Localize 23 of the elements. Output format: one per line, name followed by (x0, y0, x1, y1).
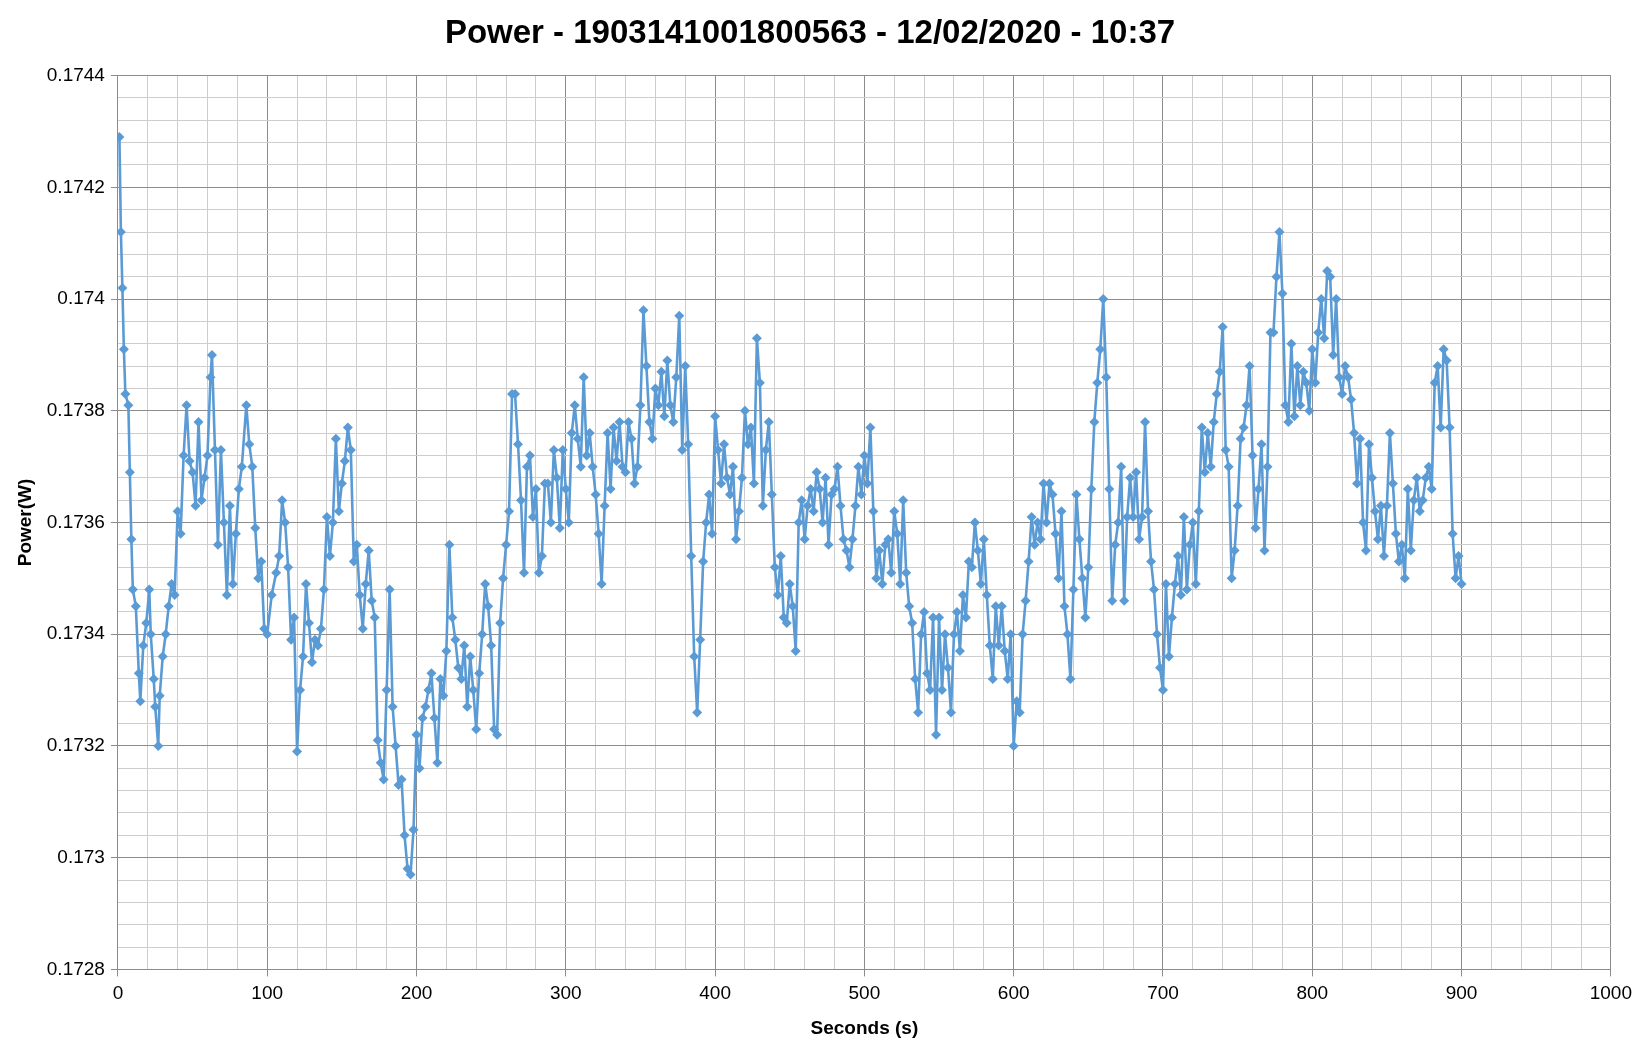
x-axis-title: Seconds (s) (810, 1016, 919, 1038)
x-tick-label: 700 (1147, 982, 1179, 1004)
y-tick-label: 0.1736 (46, 510, 105, 532)
x-tick-label: 300 (549, 982, 582, 1004)
y-tick-label: 0.1742 (46, 175, 105, 197)
x-tick-label: 500 (848, 982, 881, 1004)
x-tick-label: 900 (1445, 982, 1478, 1004)
x-tick-label: 100 (251, 982, 284, 1004)
y-tick-label: 0.1728 (46, 957, 105, 979)
y-tick-label: 0.1732 (46, 734, 105, 756)
x-tick-label: 1000 (1589, 982, 1633, 1004)
x-tick-label: 800 (1296, 982, 1329, 1004)
y-axis-title: Power(W) (13, 478, 35, 567)
y-tick-label: 0.174 (57, 287, 106, 309)
x-tick-label: 0 (112, 982, 124, 1004)
x-tick-label: 200 (400, 982, 433, 1004)
y-tick-label: 0.1734 (46, 622, 106, 644)
x-tick-label: 600 (997, 982, 1030, 1004)
y-tick-label: 0.173 (57, 845, 105, 867)
y-tick-label: 0.1744 (46, 63, 106, 85)
chart-title: Power - 1903141001800563 - 12/02/2020 - 10:37 (444, 12, 1176, 50)
y-tick-label: 0.1738 (46, 399, 105, 421)
x-tick-label: 400 (699, 982, 731, 1004)
